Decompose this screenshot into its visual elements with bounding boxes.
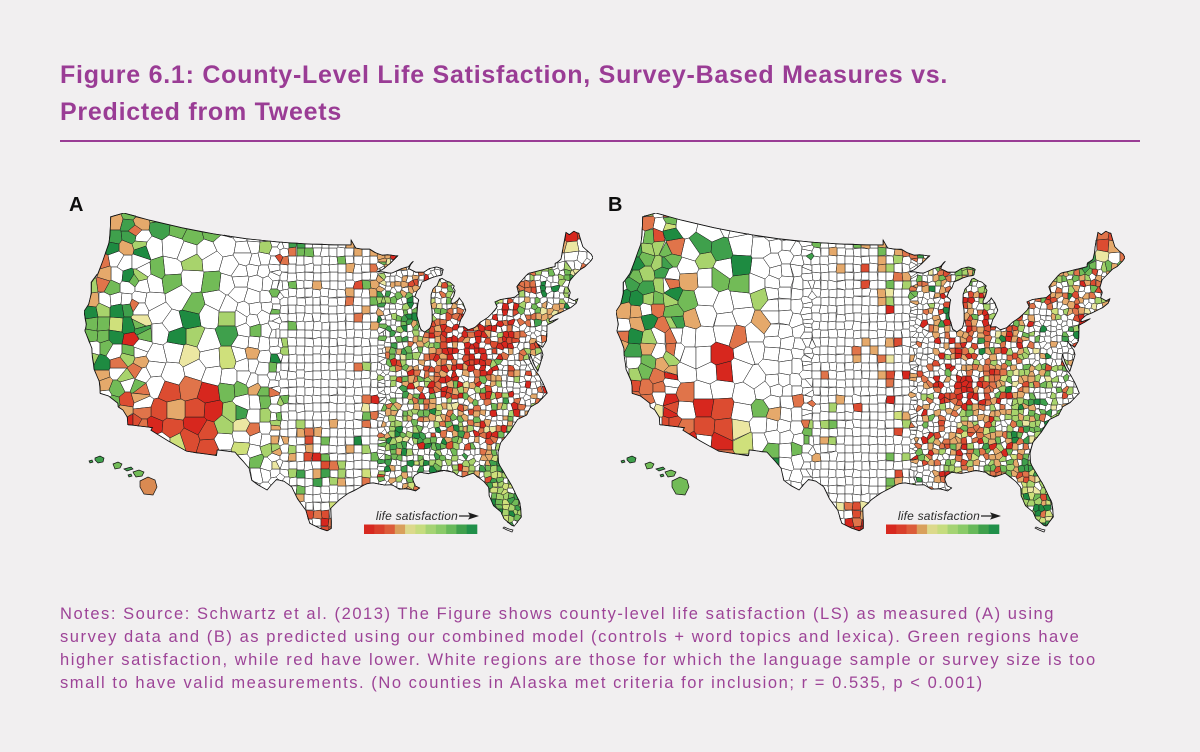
svg-text:life satisfaction: life satisfaction xyxy=(898,509,980,523)
svg-text:life satisfaction: life satisfaction xyxy=(376,509,458,523)
